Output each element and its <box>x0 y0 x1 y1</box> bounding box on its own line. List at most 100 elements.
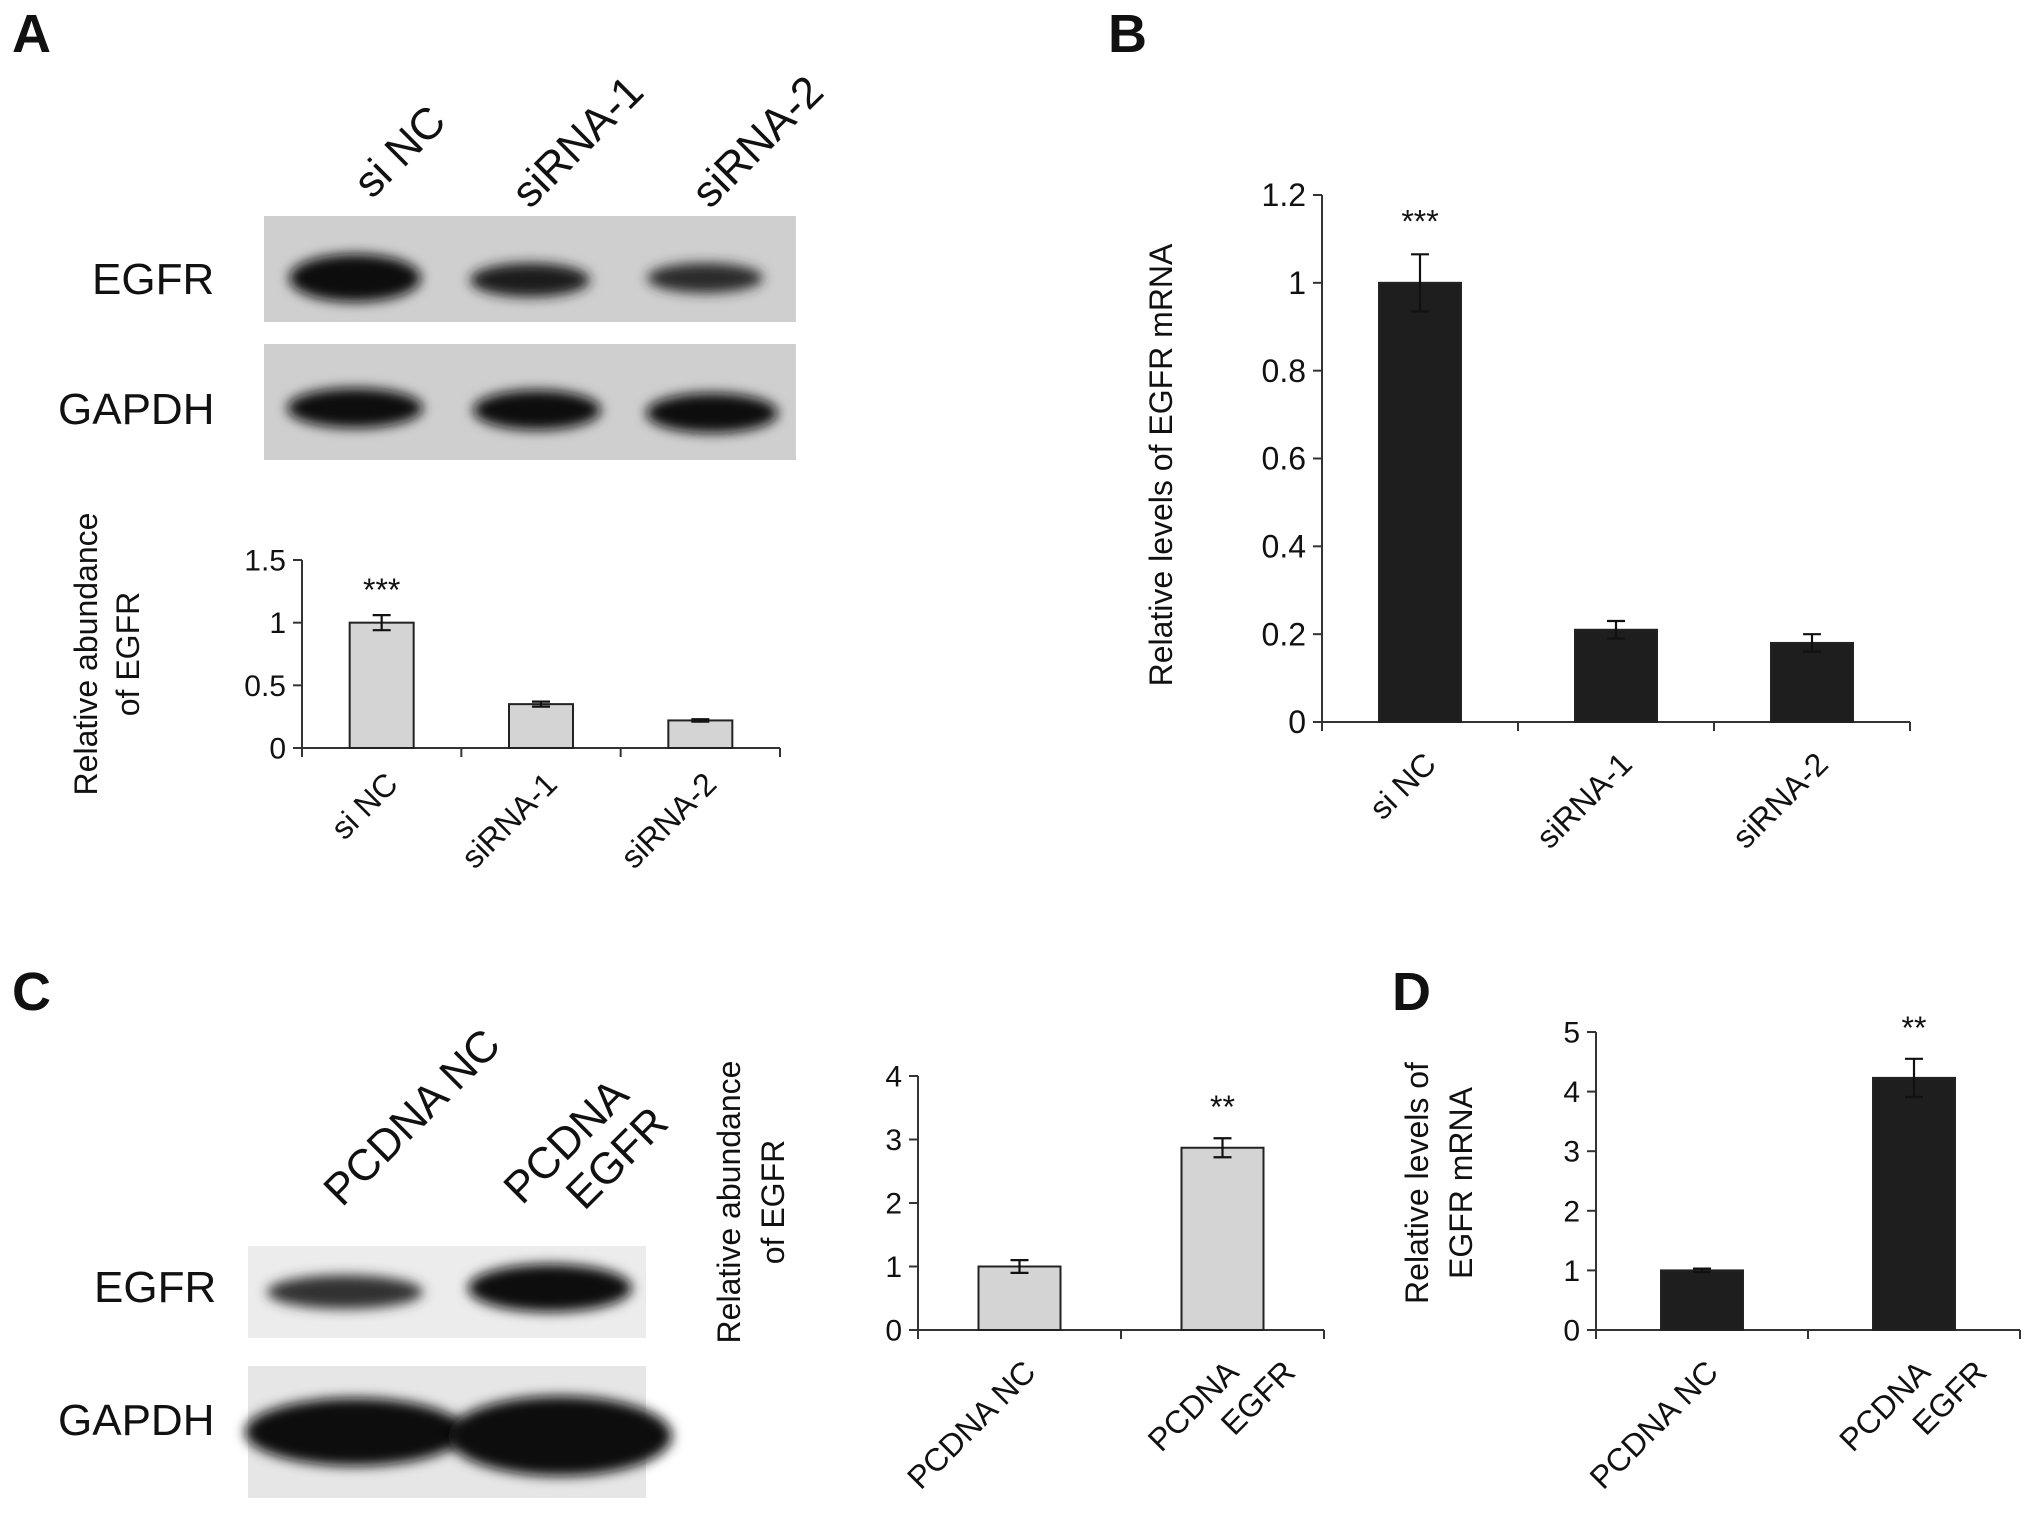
x-category-label: PCDNAEGFR <box>1141 1325 1302 1486</box>
y-tick-label: 3 <box>1563 1136 1580 1169</box>
band-si-nc <box>287 388 423 428</box>
y-axis-label-line: of EGFR <box>755 1140 791 1264</box>
x-category-label: PCDNA NC <box>900 1353 1042 1495</box>
y-axis-label-line: Relative abundance <box>68 513 104 796</box>
bar-chart-c: 0 1 2 3 4 Relative abundance of EGFR PCDNA NC **… <box>711 1061 1325 1496</box>
y-tick-label: 1 <box>1563 1255 1580 1288</box>
x-category-label-line: PCDNA NC <box>900 1353 1042 1495</box>
y-tick-label: 0.2 <box>1262 616 1306 652</box>
y-axis-label: Relative levels of EGFR mRNA <box>1399 1062 1479 1304</box>
y-tick-label: 1.2 <box>1262 177 1306 213</box>
band-sirna-2 <box>646 393 778 433</box>
bar-chart-a: 0 0.5 1 1.5 Relative abundance of EGFR *** si N… <box>68 513 781 875</box>
x-category-label: si NC <box>1362 745 1443 826</box>
band-pcdna-egfr <box>448 1396 672 1476</box>
significance-label: *** <box>1401 203 1438 239</box>
band-sirna-1 <box>473 390 601 430</box>
lane-label-line: PCDNA NC <box>314 1020 509 1215</box>
x-category-label-line: siRNA-2 <box>1725 745 1835 855</box>
band-sirna-1 <box>470 263 590 297</box>
y-axis-label-line: of EGFR <box>110 592 146 716</box>
x-category-label-line: si NC <box>1362 745 1443 826</box>
y-tick-label: 4 <box>885 1061 902 1094</box>
y-tick-label: 3 <box>885 1124 902 1157</box>
significance-label: ** <box>1210 1089 1235 1125</box>
panel-letter-c: C <box>12 962 51 1022</box>
bar <box>508 703 574 750</box>
x-category-label: si NC <box>324 765 405 846</box>
x-category-label: siRNA-2 <box>614 765 724 875</box>
y-tick-label: 2 <box>885 1188 902 1221</box>
bar <box>667 719 734 750</box>
y-axis-label-line: Relative levels of EGFR mRNA <box>1143 243 1179 686</box>
y-axis-label: Relative abundance of EGFR <box>68 513 146 796</box>
x-category-label: PCDNAEGFR <box>1832 1325 1993 1486</box>
bar <box>977 1265 1062 1331</box>
western-blot-egfr <box>248 1246 646 1338</box>
y-tick-label: 0.4 <box>1262 529 1306 565</box>
bar <box>1378 281 1462 723</box>
blot-row-label-egfr: EGFR <box>92 255 214 304</box>
x-category-label: siRNA-1 <box>1529 745 1639 855</box>
y-tick-label: 0 <box>269 733 286 766</box>
y-axis-label: Relative levels of EGFR mRNA <box>1143 243 1179 686</box>
y-tick-label: 1 <box>1288 265 1306 301</box>
x-category-label: PCDNA NC <box>1583 1353 1725 1495</box>
y-tick-label: 0.8 <box>1262 353 1306 389</box>
panel-letter-d: D <box>1392 962 1431 1022</box>
y-tick-label: 1 <box>885 1251 902 1284</box>
band-pcdna-nc <box>267 1275 423 1309</box>
blot-row-label-egfr: EGFR <box>94 1263 216 1312</box>
y-tick-label: 2 <box>1563 1195 1580 1228</box>
blot-row-label-gapdh: GAPDH <box>58 385 214 434</box>
band-pcdna-nc <box>245 1398 465 1466</box>
lane-label-pcdna-nc: PCDNA NC <box>314 1020 509 1215</box>
x-category-label-line: siRNA-1 <box>1529 745 1639 855</box>
western-blot-gapdh <box>245 1366 672 1498</box>
x-category-label: siRNA-1 <box>454 765 564 875</box>
blot-row-label-gapdh: GAPDH <box>58 1396 214 1445</box>
y-tick-label: 1.5 <box>244 545 286 578</box>
bar-chart-d: 0 1 2 3 4 5 Relative levels of EGFR mRNA PCDNA N… <box>1399 1010 2021 1496</box>
panel-letter-b: B <box>1108 4 1147 64</box>
y-tick-label: 5 <box>1563 1017 1580 1050</box>
panel-d: D 0 1 2 3 4 5 Relative levels of EGFR mRNA PCDNA… <box>1392 962 2021 1496</box>
bar <box>348 621 415 750</box>
panel-c: C PCDNA NC PCDNA EGFR EGFR GAPDH 0 1 2 3 4 Re… <box>12 962 1325 1498</box>
x-category-label-line: si NC <box>324 765 405 846</box>
band-sirna-2 <box>647 263 763 293</box>
panel-b: B 0 0.2 0.4 0.6 0.8 1 1.2 Relative levels of EG… <box>1108 4 1911 855</box>
bar <box>1574 628 1658 724</box>
lane-label-si-nc: si NC <box>344 96 455 207</box>
y-axis-label: Relative abundance of EGFR <box>711 1061 791 1344</box>
band-si-nc <box>289 254 421 302</box>
bar <box>1770 641 1854 724</box>
significance-label: *** <box>363 572 400 608</box>
panel-a: A si NC siRNA-1 siRNA-2 EGFR GAPDH 0 0.5 1… <box>12 4 833 875</box>
y-axis-label-line: EGFR mRNA <box>1443 1086 1479 1279</box>
x-category-label-line: siRNA-1 <box>454 765 564 875</box>
western-blot-egfr <box>264 216 796 322</box>
y-tick-label: 4 <box>1563 1076 1580 1109</box>
bar <box>1660 1269 1744 1332</box>
y-tick-label: 0 <box>1563 1315 1580 1348</box>
x-category-label-line: PCDNA NC <box>1583 1353 1725 1495</box>
y-axis-label-line: Relative abundance <box>711 1061 747 1344</box>
band-pcdna-egfr <box>468 1264 632 1312</box>
y-tick-label: 0.6 <box>1262 441 1306 477</box>
panel-letter-a: A <box>12 4 51 64</box>
x-category-label: siRNA-2 <box>1725 745 1835 855</box>
x-category-label-line: siRNA-2 <box>614 765 724 875</box>
significance-label: ** <box>1902 1010 1927 1046</box>
western-blot-gapdh <box>264 344 796 460</box>
y-axis-label-line: Relative levels of <box>1399 1062 1435 1304</box>
bar <box>1180 1146 1265 1331</box>
y-tick-label: 1 <box>269 607 286 640</box>
bar-chart-b: 0 0.2 0.4 0.6 0.8 1 1.2 Relative levels of EGFR… <box>1143 177 1911 855</box>
lane-label-sirna-1: siRNA-1 <box>502 67 652 217</box>
y-tick-label: 0 <box>1288 704 1306 740</box>
lane-label-sirna-2: siRNA-2 <box>682 67 832 217</box>
y-tick-label: 0 <box>885 1315 902 1348</box>
lane-label-pcdna-egfr: PCDNA EGFR <box>494 1063 678 1247</box>
